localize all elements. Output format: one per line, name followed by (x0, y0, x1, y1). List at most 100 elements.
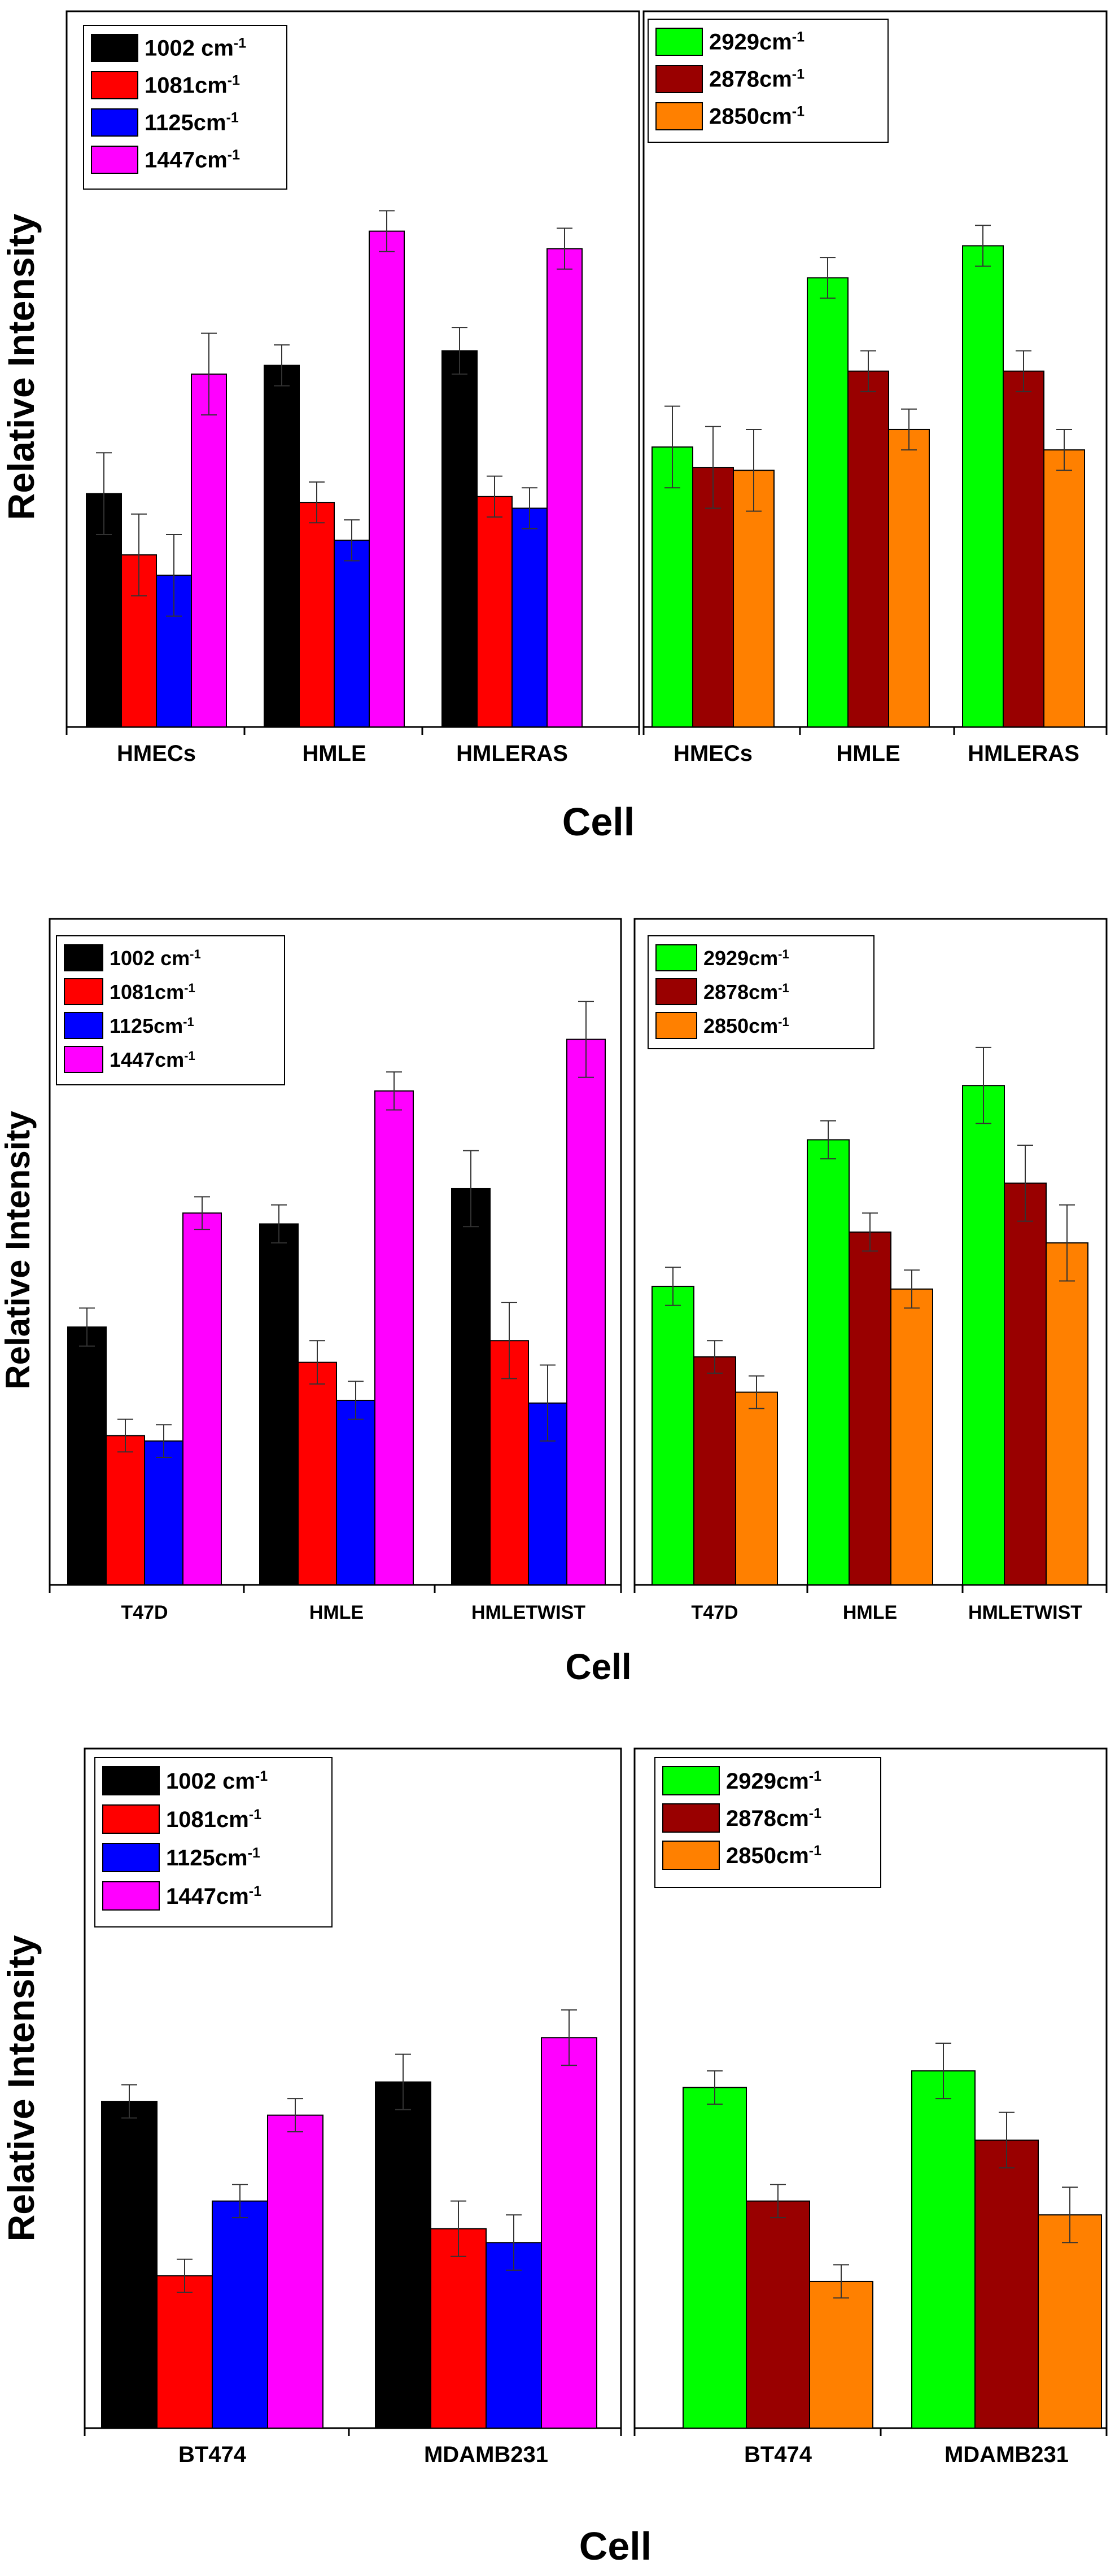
chart-3-bar-1447-t47d (182, 1212, 222, 1586)
chart-3-errorbar-1002-hmletwist (463, 1150, 479, 1228)
chart-4-bar-2929-t47d (651, 1286, 694, 1585)
chart-1-bar-1081-hmle (299, 502, 335, 728)
chart-2-errorbar-2929-hmecs (664, 405, 680, 489)
chart-3-errorbar-1447-hmletwist (578, 1001, 594, 1078)
chart-2-errorbar-2850-hmecs (746, 428, 762, 512)
chart-4-errorbar-2878-t47d (707, 1340, 723, 1374)
chart-6-errorbar-2878-mdamb231 (999, 2111, 1015, 2168)
chart-1-tick-label-hmecs: HMECs (117, 741, 196, 766)
chart-5-errorbar-1081-bt474 (177, 2258, 193, 2293)
chart-2-bar-2878-hmleras (1003, 370, 1044, 728)
chart-6-legend-label-2850: 2850cm-1 (726, 1843, 821, 1868)
chart-4-bar-2878-t47d (693, 1356, 736, 1585)
chart-1-errorbar-1125-hmecs (166, 533, 182, 617)
chart-6-bar-2929-mdamb231 (911, 2070, 976, 2429)
chart-3-errorbar-1447-t47d (194, 1196, 210, 1230)
chart-6-errorbar-2850-bt474 (833, 2264, 849, 2299)
chart-2-errorbar-2929-hmle (820, 257, 836, 299)
chart-6-errorbar-2878-bt474 (770, 2184, 786, 2219)
chart-3-errorbar-1125-hmletwist (540, 1364, 556, 1442)
chart-5-legend-swatch-1002 (102, 1766, 160, 1795)
chart-2-errorbar-2878-hmleras (1016, 350, 1031, 392)
chart-1-bar-1125-hmle (334, 540, 370, 728)
row-1-ylabel: Relative Intensity (0, 213, 42, 520)
chart-5-legend-label-1125: 1125cm-1 (166, 1845, 260, 1870)
chart-3-legend-swatch-1002 (64, 944, 103, 971)
chart-6-errorbar-2929-mdamb231 (935, 2043, 951, 2100)
chart-5-bar-1447-mdamb231 (541, 2037, 597, 2429)
chart-5-frame (84, 1747, 622, 2429)
chart-1-tick-label-hmle: HMLE (302, 741, 366, 766)
chart-2-tick-label-hmecs: HMECs (674, 741, 753, 766)
chart-6-errorbar-2929-bt474 (707, 2070, 723, 2105)
chart-6-bar-2850-bt474 (809, 2280, 873, 2429)
chart-4-bar-2878-hmle (849, 1231, 891, 1585)
chart-1-tick-label-hmleras: HMLERAS (456, 741, 568, 766)
row-3-xlabel: Cell (579, 2524, 651, 2568)
chart-6-bar-2878-mdamb231 (974, 2139, 1039, 2429)
chart-3: T47D HMLE HMLETWIST 1002 cm-1 1081cm-1 1125cm… (0, 918, 632, 1687)
chart-1-legend-label-1081: 1081cm-1 (145, 72, 240, 98)
chart-3-bar-1125-t47d (144, 1440, 183, 1585)
chart-2-legend-label-2929: 2929cm-1 (709, 29, 804, 54)
chart-3-errorbar-1081-hmletwist (501, 1302, 517, 1379)
chart-4-tick-label-hmle: HMLE (843, 1602, 897, 1623)
chart-3-errorbar-1002-t47d (79, 1307, 95, 1347)
chart-5-bar-1125-bt474 (212, 2200, 268, 2429)
chart-5-errorbar-1447-mdamb231 (561, 2009, 577, 2066)
chart-6-legend: 2929cm-1 2878cm-1 2850cm-1 (654, 1757, 881, 1888)
chart-2-errorbar-2850-hmleras (1056, 428, 1072, 471)
chart-4-tick-label-t47d: T47D (691, 1602, 738, 1623)
chart-5-errorbar-1125-mdamb231 (506, 2214, 522, 2271)
chart-5-errorbar-1125-bt474 (232, 2184, 248, 2219)
chart-layer: HMECs HMLE HMLERAS 1002 cm-1 1081cm-1 1125cm-… (0, 10, 1108, 2568)
chart-3-errorbar-1081-hmle (309, 1340, 325, 1385)
chart-5-errorbar-1002-bt474 (121, 2084, 137, 2119)
chart-1-bar-1447-hmleras (546, 248, 583, 728)
chart-2-bar-2929-hmecs (651, 446, 693, 728)
chart-3-errorbar-1002-hmle (271, 1204, 287, 1244)
chart-1-errorbar-1002-hmle (274, 344, 290, 387)
chart-4-bar-2850-t47d (735, 1391, 778, 1585)
chart-2-errorbar-2878-hmle (860, 350, 876, 392)
chart-1-bar-1125-hmleras (511, 507, 548, 728)
chart-3-legend-label-1081: 1081cm-1 (110, 980, 195, 1004)
chart-2-bar-2850-hmle (888, 428, 930, 728)
row-1-xlabel: Cell (562, 800, 635, 844)
chart-5-legend-label-1081: 1081cm-1 (166, 1807, 261, 1832)
chart-3-errorbar-1125-hmle (348, 1381, 364, 1420)
chart-2-bar-2850-hmleras (1043, 449, 1085, 728)
chart-2-errorbar-2850-hmle (901, 408, 917, 451)
chart-1-bar-1002-hmleras (441, 350, 478, 728)
chart-2-bar-2850-hmecs (733, 470, 775, 728)
chart-6-legend-label-2878: 2878cm-1 (726, 1806, 821, 1831)
chart-2-tick-label-hmleras: HMLERAS (968, 741, 1079, 766)
chart-1-legend-swatch-1447 (91, 146, 138, 174)
chart-5: BT474 MDAMB231 1002 cm-1 1081cm-1 1125cm-1 14… (0, 1747, 651, 2568)
chart-2-legend-label-2878: 2878cm-1 (709, 66, 804, 91)
chart-5-bar-1002-mdamb231 (375, 2081, 431, 2429)
chart-5-tick-label-bt474: BT474 (178, 2442, 247, 2467)
chart-3-bar-1125-hmle (336, 1400, 375, 1585)
chart-2: HMECs HMLE HMLERAS 2929cm-1 2878cm-1 2850cm-1 (642, 10, 1108, 766)
chart-6-errorbar-2850-mdamb231 (1062, 2187, 1078, 2244)
chart-1: HMECs HMLE HMLERAS 1002 cm-1 1081cm-1 1125cm-… (0, 10, 640, 844)
chart-1-errorbar-1081-hmecs (131, 513, 147, 597)
chart-2-legend-swatch-2929 (655, 28, 703, 56)
chart-1-legend-label-1125: 1125cm-1 (145, 109, 239, 135)
chart-5-bar-1002-bt474 (101, 2101, 158, 2429)
chart-4-legend-swatch-2878 (655, 978, 697, 1005)
chart-1-legend-label-1447: 1447cm-1 (145, 147, 240, 172)
chart-1-errorbar-1447-hmleras (557, 227, 572, 270)
chart-6-tick-label-bt474: BT474 (744, 2442, 812, 2467)
chart-1-bar-1447-hmle (369, 230, 405, 728)
chart-3-bar-1002-t47d (67, 1326, 107, 1585)
chart-4-legend-label-2878: 2878cm-1 (703, 980, 789, 1004)
chart-2-bar-2929-hmleras (962, 245, 1004, 728)
chart-4-bar-2878-hmletwist (1004, 1182, 1047, 1586)
chart-5-legend: 1002 cm-1 1081cm-1 1125cm-1 1447cm-1 (94, 1757, 333, 1927)
row-2-ylabel: Relative Intensity (0, 1111, 37, 1390)
chart-1-bar-1002-hmle (264, 365, 300, 728)
chart-6-legend-label-2929: 2929cm-1 (726, 1768, 821, 1794)
